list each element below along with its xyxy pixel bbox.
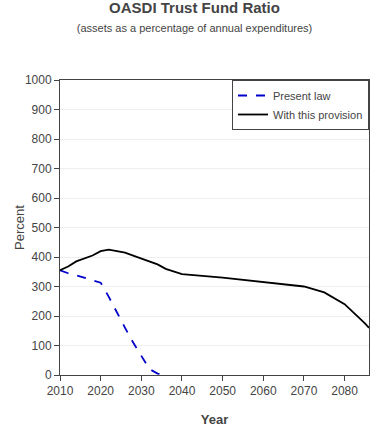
svg-text:300: 300 [32,280,52,294]
svg-text:0: 0 [45,368,52,382]
svg-text:2020: 2020 [87,384,114,398]
svg-text:OASDI Trust Fund Ratio(assets: OASDI Trust Fund Ratio(assets as a perce… [77,0,312,34]
svg-text:2060: 2060 [250,384,277,398]
svg-text:700: 700 [32,162,52,176]
svg-text:2080: 2080 [331,384,358,398]
svg-text:400: 400 [32,250,52,264]
svg-text:With this provision: With this provision [273,109,362,121]
svg-text:Present law: Present law [273,90,331,102]
svg-text:2070: 2070 [291,384,318,398]
svg-text:2040: 2040 [169,384,196,398]
svg-text:Percent: Percent [12,205,27,250]
svg-text:2030: 2030 [128,384,155,398]
svg-text:1000: 1000 [25,73,52,87]
svg-text:600: 600 [32,191,52,205]
svg-text:900: 900 [32,103,52,117]
svg-text:100: 100 [32,339,52,353]
svg-text:800: 800 [32,132,52,146]
svg-text:Year: Year [201,412,228,427]
svg-text:2010: 2010 [47,384,74,398]
svg-text:2050: 2050 [209,384,236,398]
svg-text:500: 500 [32,221,52,235]
svg-text:200: 200 [32,309,52,323]
